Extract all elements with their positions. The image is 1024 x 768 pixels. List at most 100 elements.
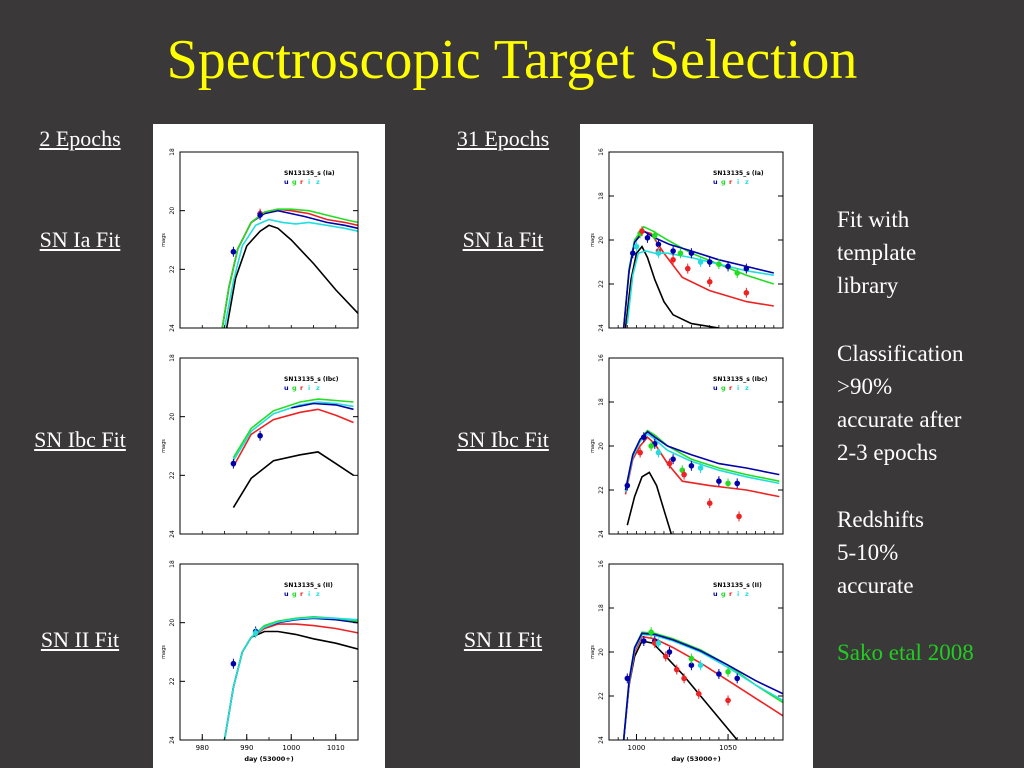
- y-tick-label: 22: [598, 692, 605, 700]
- data-point-u: [706, 257, 713, 267]
- series-line-z: [225, 224, 358, 328]
- data-point-i: [252, 627, 259, 638]
- legend-g: g: [721, 590, 726, 598]
- data-point-r: [639, 226, 645, 237]
- series-line-u: [624, 430, 780, 491]
- series-line-z: [622, 640, 738, 740]
- note-classification: Classification >90% accurate after 2-3 e…: [837, 341, 964, 465]
- x-tick-label: 1010: [327, 744, 345, 752]
- y-axis-label: mags: [161, 645, 167, 659]
- legend-u: u: [284, 384, 289, 392]
- x-tick-label: 1000: [282, 744, 300, 752]
- legend-i: i: [308, 178, 310, 186]
- series-line-u: [223, 617, 358, 740]
- legend-z: z: [316, 590, 320, 598]
- label-2-epochs-ii-fit: SN II Fit: [40, 627, 120, 652]
- data-point-u: [670, 246, 676, 256]
- data-point-g: [648, 627, 654, 638]
- legend-g: g: [721, 178, 726, 186]
- series-group: [622, 627, 783, 740]
- data-point-u: [688, 248, 695, 259]
- data-point-u: [624, 673, 631, 684]
- data-point-g: [651, 230, 658, 241]
- legend-g: g: [721, 384, 726, 392]
- legend-u: u: [713, 384, 718, 392]
- data-point-r: [725, 695, 731, 706]
- y-tick-label: 20: [598, 236, 605, 244]
- label-2-epochs-ia-fit: SN Ia Fit: [39, 227, 121, 252]
- chart-ia-31-epochs: 16 18 20 22 24 mags SN13135_s (Ia)u g r i z: [590, 148, 784, 332]
- x-tick-label: 1050: [719, 744, 737, 752]
- y-tick-label: 16: [598, 354, 605, 362]
- legend-r: r: [300, 590, 304, 598]
- data-point-u: [743, 263, 750, 274]
- label-31-epochs-ibc-fit: SN Ibc Fit: [457, 427, 549, 452]
- data-point-i: [655, 248, 662, 259]
- series-group: [624, 429, 780, 534]
- y-tick-label: 16: [598, 560, 605, 568]
- plot-frame: [179, 151, 359, 329]
- y-tick-label: 18: [169, 560, 176, 568]
- data-point-g: [648, 441, 654, 451]
- column-header-31-epochs: 31 Epochs: [456, 126, 550, 151]
- series-line-g: [622, 631, 783, 740]
- legend-r: r: [300, 178, 304, 186]
- chart-title: SN13135_s (II): [713, 582, 762, 589]
- legend-z: z: [745, 178, 749, 186]
- series-line-g: [232, 398, 354, 459]
- data-point-r: [666, 458, 673, 469]
- data-point-r: [673, 664, 680, 675]
- light-curve-panel-31-epochs: 16 18 20 22 24 mags SN13135_s (Ia) u g r i z 16 18 20…: [580, 124, 813, 768]
- y-tick-label: 20: [169, 619, 176, 627]
- legend-u: u: [284, 590, 289, 598]
- data-point-r: [706, 498, 713, 509]
- label-2-epochs-ibc-fit: SN Ibc Fit: [34, 427, 126, 452]
- legend-r: r: [300, 384, 304, 392]
- legend-z: z: [745, 384, 749, 392]
- data-point-u: [641, 432, 647, 443]
- data-point-g: [725, 478, 731, 489]
- data-point-i: [655, 447, 662, 458]
- y-tick-label: 20: [169, 413, 176, 421]
- legend-i: i: [737, 178, 739, 186]
- data-point-i: [697, 463, 704, 473]
- series-line-i: [223, 616, 358, 740]
- y-tick-label: 22: [169, 471, 176, 479]
- series-line-u: [622, 230, 774, 328]
- data-point-g: [734, 268, 741, 278]
- chart-ibc-31-epochs: 16 18 20 22 24 mags SN13135_s (Ibc)u g r i z: [590, 354, 784, 538]
- series-line-u: [291, 402, 354, 411]
- y-tick-label: 22: [598, 486, 605, 494]
- series-line-u: [622, 632, 783, 740]
- y-tick-label: 24: [598, 324, 605, 332]
- y-tick-label: 20: [169, 207, 176, 215]
- y-tick-label: 18: [169, 354, 176, 362]
- data-point-u: [230, 658, 237, 669]
- legend-u: u: [713, 178, 718, 186]
- data-point-u: [725, 261, 731, 272]
- data-point-u: [670, 454, 676, 465]
- data-point-r: [736, 511, 742, 522]
- y-tick-label: 22: [169, 265, 176, 273]
- y-tick-label: 16: [598, 148, 605, 156]
- y-tick-label: 18: [598, 398, 605, 406]
- data-point-u: [257, 430, 263, 441]
- series-line-z: [232, 451, 354, 509]
- y-tick-label: 24: [169, 324, 176, 332]
- series-line-i: [232, 401, 354, 462]
- legend-u: u: [284, 178, 289, 186]
- plot-frame: [608, 357, 784, 535]
- chart-title: SN13135_s (Ibc): [713, 376, 768, 383]
- legend-r: r: [729, 590, 733, 598]
- x-tick-label: 980: [196, 744, 209, 752]
- series-line-r: [223, 623, 358, 740]
- data-point-r: [684, 263, 691, 274]
- data-point-u: [230, 458, 237, 469]
- y-tick-label: 24: [598, 530, 605, 538]
- y-tick-label: 22: [598, 280, 605, 288]
- label-31-epochs-ii-fit: SN II Fit: [463, 627, 543, 652]
- y-tick-label: 20: [598, 648, 605, 656]
- x-axis-label: day (53000+): [671, 755, 720, 763]
- data-point-u: [716, 476, 722, 487]
